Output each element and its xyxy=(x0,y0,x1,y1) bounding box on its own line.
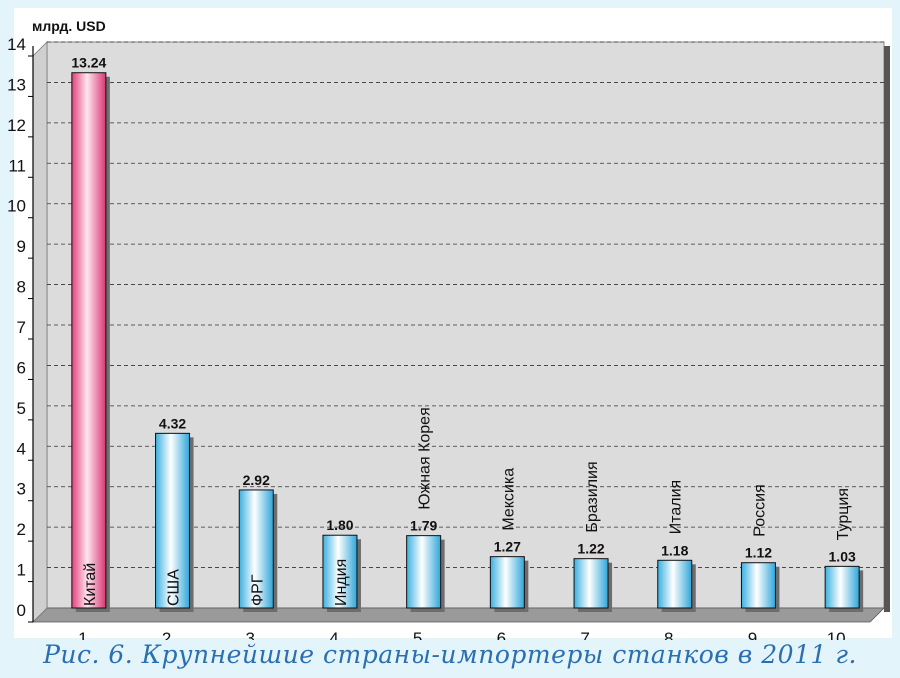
bar-value-label: 1.18 xyxy=(661,542,688,558)
x-tick-label: 3 xyxy=(246,629,255,640)
y-unit-label: млрд. USD xyxy=(32,18,106,34)
bar-value-label: 13.24 xyxy=(71,55,106,71)
bar-body xyxy=(155,432,191,609)
bar-category-label: Турция xyxy=(835,488,852,540)
x-tick-label: 10 xyxy=(827,629,846,640)
x-tick-label: 1 xyxy=(78,629,87,640)
y-tick-label: 4 xyxy=(17,439,26,458)
y-tick-label: 14 xyxy=(7,35,26,54)
x-tick-label: 9 xyxy=(748,629,757,640)
bar-category-label: Россия xyxy=(751,484,768,536)
x-tick-label: 5 xyxy=(413,629,422,640)
bar-category-label: Мексика xyxy=(500,468,517,531)
bar xyxy=(573,558,613,612)
y-tick-label: 9 xyxy=(17,237,26,256)
bar-body xyxy=(657,559,693,609)
bar-value-label: 4.32 xyxy=(159,415,186,431)
bar-value-label: 1.79 xyxy=(410,518,437,534)
y-tick-label: 0 xyxy=(17,601,26,620)
bar xyxy=(824,565,864,612)
y-tick-label: 5 xyxy=(17,399,26,418)
bar xyxy=(322,534,361,612)
bar xyxy=(740,562,780,612)
x-tick-label: 4 xyxy=(329,629,338,640)
y-tick-label: 1 xyxy=(17,561,26,580)
bar-value-label: 1.03 xyxy=(829,548,856,564)
bar xyxy=(489,556,529,612)
y-tick-label: 2 xyxy=(17,520,26,539)
bar-value-label: 2.92 xyxy=(243,472,270,488)
y-tick-label: 11 xyxy=(8,156,26,175)
bar-category-label: Китай xyxy=(82,563,99,606)
bar-category-label: США xyxy=(166,569,183,606)
bar-body xyxy=(489,556,525,609)
figure-caption: Рис. 6. Крупнейшие страны-импортеры стан… xyxy=(43,640,857,669)
bar-category-label: Бразилия xyxy=(584,461,601,532)
bar xyxy=(406,535,445,612)
x-tick-label: 6 xyxy=(497,629,506,640)
y-tick-label: 6 xyxy=(17,358,26,377)
bar-value-label: 1.80 xyxy=(326,517,353,533)
bar-category-label: Индия xyxy=(333,559,350,606)
bar xyxy=(155,432,194,612)
bar-category-label: Южная Корея xyxy=(417,407,434,509)
bar-body xyxy=(406,535,442,609)
bar-body xyxy=(573,558,609,609)
y-tick-label: 12 xyxy=(7,116,26,135)
x-tick-label: 8 xyxy=(664,629,673,640)
bar-body xyxy=(322,534,358,609)
bar-category-label: Италия xyxy=(668,480,685,534)
bar-category-label: ФРГ xyxy=(249,574,266,606)
y-tick-label: 7 xyxy=(17,318,26,337)
bar xyxy=(238,489,278,612)
bar-body xyxy=(740,562,776,609)
bar-value-label: 1.22 xyxy=(577,541,604,557)
x-tick-label: 7 xyxy=(580,629,589,640)
bar-body xyxy=(71,72,107,609)
y-tick-label: 10 xyxy=(7,197,26,216)
y-tick-label: 13 xyxy=(7,75,26,94)
x-tick-label: 2 xyxy=(162,629,171,640)
bar xyxy=(657,559,696,612)
y-tick-label: 8 xyxy=(17,278,26,297)
bar-value-label: 1.12 xyxy=(745,545,772,561)
bar-body xyxy=(238,489,274,609)
bar xyxy=(71,72,110,613)
y-tick-label: 3 xyxy=(17,480,26,499)
plot-shadow xyxy=(884,46,890,612)
bar-value-label: 1.27 xyxy=(494,539,521,555)
plot-side-wall xyxy=(32,41,48,623)
bar-body xyxy=(824,565,860,609)
